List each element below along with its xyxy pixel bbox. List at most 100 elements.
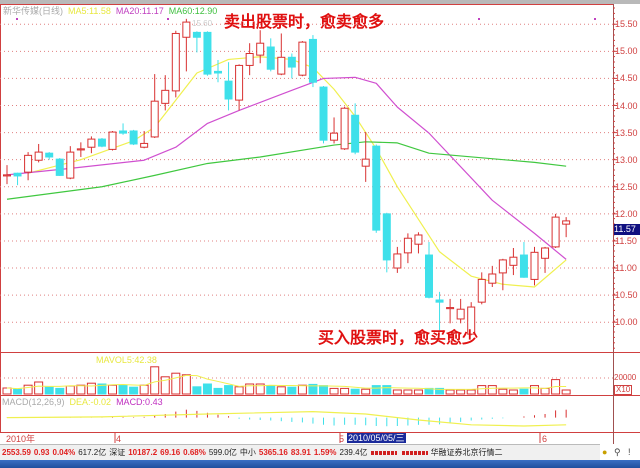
- ma-line-ma60: [6, 141, 567, 200]
- volume-bar: [55, 387, 65, 395]
- candle-body: [235, 64, 244, 101]
- candle-body: [562, 220, 571, 225]
- candle-body: [3, 174, 11, 177]
- volume-bar: [276, 386, 286, 395]
- volume-bar: [213, 387, 223, 395]
- sz-amount: 599.0亿: [208, 448, 237, 457]
- volume-bar: [181, 374, 191, 395]
- candle-body: [97, 138, 106, 147]
- y-tick-label: 12.50: [615, 181, 638, 192]
- tray-info-icon[interactable]: !: [628, 447, 631, 457]
- volume-bar: [224, 385, 234, 395]
- candle-body: [171, 32, 180, 92]
- volume-bar: [108, 384, 117, 395]
- volume-ma-line: [6, 374, 567, 390]
- candle-body: [256, 42, 265, 56]
- candle-body: [382, 213, 391, 261]
- y-tick-label: 12.00: [615, 208, 638, 219]
- volume-bar: [519, 388, 529, 395]
- candle-body: [192, 31, 201, 38]
- candle-body: [446, 307, 455, 310]
- volume-bar: [86, 382, 96, 395]
- volume-bar: [456, 389, 466, 395]
- candle-body: [182, 21, 191, 38]
- date-axis-year: 2010年: [6, 434, 36, 444]
- volume-bar: [97, 383, 107, 395]
- volume-bar: [350, 388, 360, 395]
- status-bar: 2553.59 0.93 0.04% 617.2亿 深证 10187.2 69.…: [0, 444, 600, 460]
- candle-body: [87, 138, 96, 148]
- volume-bar: [319, 385, 328, 395]
- zx-index: 5365.16: [258, 448, 288, 457]
- volume-bar: [413, 389, 423, 395]
- sz-change: 69.16: [160, 448, 181, 457]
- volume-bar: [561, 389, 571, 395]
- y-tick-label: 15.50: [615, 19, 638, 30]
- candle-body: [150, 100, 159, 138]
- sh-amount: 617.2亿: [78, 448, 107, 457]
- candle-body: [456, 308, 465, 320]
- volume-bar: [129, 386, 139, 395]
- y-tick-label: 13.00: [615, 154, 638, 165]
- tray-status-icon[interactable]: ●: [602, 447, 608, 457]
- ma20-legend: MA20:11.17: [115, 6, 164, 16]
- last-price-marker: 11.57: [614, 224, 640, 235]
- volume-bar: [308, 383, 318, 395]
- candle-body: [287, 56, 296, 68]
- stock-chart[interactable]: [0, 0, 640, 444]
- candle-body: [298, 41, 307, 76]
- candle-body: [519, 254, 528, 278]
- candle-body: [351, 114, 360, 153]
- dea-line: [6, 410, 567, 427]
- volume-tick: 20000: [614, 373, 637, 382]
- sz-pct: 0.68%: [183, 448, 206, 457]
- volume-bar: [34, 381, 44, 395]
- candle-body: [509, 256, 518, 266]
- volume-bar: [340, 387, 350, 395]
- candle-body: [425, 254, 433, 298]
- volume-bar: [23, 384, 33, 395]
- buy-annotation: 买入股票时，愈买愈少: [318, 328, 479, 347]
- taskbar: [0, 460, 640, 468]
- ma5-legend: MA5:11.58: [68, 6, 111, 16]
- candle-body: [308, 38, 317, 83]
- volume-bar: [287, 386, 297, 395]
- volume-bar: [297, 384, 307, 395]
- candle-body: [530, 251, 539, 280]
- event-marker-icon: [478, 18, 480, 20]
- zx-change: 83.91: [290, 448, 311, 457]
- dea-legend: DEA:-0.02: [69, 397, 112, 407]
- event-marker-icon: [285, 18, 287, 20]
- zx-amount: 239.4亿: [339, 448, 368, 457]
- candle-body: [45, 152, 54, 158]
- volume-bar: [266, 385, 276, 395]
- ma-line-ma20: [6, 76, 567, 260]
- candle-body: [414, 234, 423, 245]
- volume-bar: [371, 385, 381, 395]
- sh-index: 2553.59: [2, 448, 31, 457]
- sh-pct: 0.04%: [52, 448, 76, 457]
- volume-bar: [171, 372, 181, 395]
- volume-bar: [530, 385, 539, 395]
- candle-body: [541, 247, 550, 259]
- macd-title: MACD(12,26,9): [2, 397, 65, 407]
- volume-bar: [202, 383, 212, 395]
- volume-bar: [76, 384, 86, 395]
- volume-bar: [466, 389, 476, 395]
- zx-pct: 1.59%: [313, 448, 337, 457]
- volume-bar: [150, 366, 160, 395]
- broker-server[interactable]: 华融证券北京行情二: [430, 448, 503, 457]
- volume-bar: [329, 387, 339, 395]
- candle-body: [140, 142, 149, 148]
- y-tick-label: 14.00: [615, 100, 638, 111]
- tray-network-icon[interactable]: ⚲: [614, 447, 621, 457]
- candle-body: [277, 56, 286, 75]
- sz-index: 10187.2: [128, 448, 158, 457]
- candle-body: [435, 299, 444, 303]
- candle-body: [393, 253, 402, 269]
- volume-bar: [44, 386, 54, 395]
- candle-body: [245, 53, 254, 66]
- volume-bar: [118, 384, 128, 395]
- volume-bar: [2, 387, 12, 395]
- event-marker-icon: [594, 18, 596, 20]
